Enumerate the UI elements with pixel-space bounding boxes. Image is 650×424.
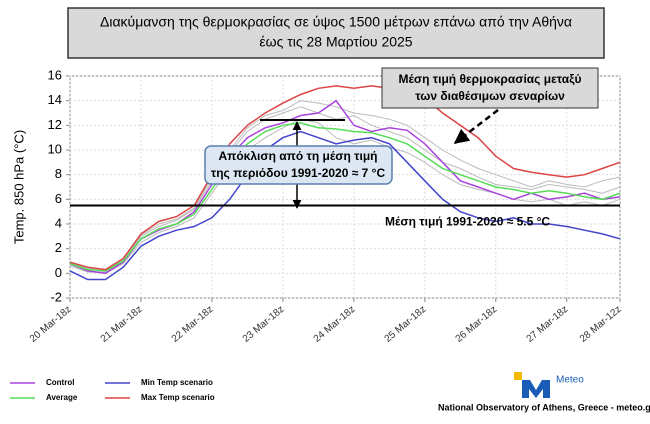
annotation-arrow — [453, 109, 499, 144]
annotation: Μέση τιμή θερμοκρασίας μεταξύ — [398, 72, 581, 86]
annotation: Απόκλιση από τη μέση τιμή — [219, 149, 378, 163]
x-tick-label: 24 Mar-18z — [312, 304, 358, 345]
series-line — [69, 85, 621, 271]
member-line — [69, 118, 621, 274]
legend-label: Control — [46, 378, 74, 387]
y-tick-label: 0 — [55, 265, 62, 280]
y-tick-label: 4 — [55, 215, 62, 230]
chart-title: έως τις 28 Μαρτίου 2025 — [259, 34, 412, 50]
plot-background — [69, 75, 621, 299]
footer: National Observatory of Athens, Greece -… — [438, 402, 650, 412]
y-tick-label: 16 — [48, 67, 62, 82]
reference-label: Μέση τιμή 1991-2020 ≈ 5.5 °C — [385, 215, 550, 229]
logo-text: Meteo — [556, 375, 584, 386]
logo-dot — [514, 372, 522, 380]
legend-label: Max Temp scenario — [141, 393, 215, 402]
title-box — [67, 7, 605, 59]
y-tick-label: 6 — [55, 191, 62, 206]
annotation-box — [381, 67, 599, 109]
member-line — [69, 106, 621, 273]
annotation-box — [204, 145, 393, 185]
plot-area: -2 0 2 4 6 8 10 12 14 16 20 Mar-18z 21 Mar-18z 22 Ma… — [28, 67, 624, 344]
x-tick-label: 22 Mar-18z — [170, 304, 216, 345]
x-tick-label: 25 Mar-18z — [383, 304, 429, 345]
x-tick-label: 28 Mar-12z — [578, 304, 624, 345]
member-line — [69, 100, 621, 271]
y-tick-label: -2 — [50, 289, 62, 304]
x-tick-label: 27 Mar-18z — [525, 304, 571, 345]
x-tick-label: 26 Mar-18z — [454, 304, 500, 345]
series-line — [69, 122, 621, 272]
chart-title: Διακύμανση της θερμοκρασίας σε ύψος 1500… — [100, 14, 572, 30]
y-tick-label: 14 — [48, 92, 62, 107]
annotation: των διαθέσιμων σεναρίων — [415, 89, 565, 103]
logo — [522, 380, 550, 398]
series-line — [69, 130, 621, 281]
legend-label: Min Temp scenario — [141, 378, 213, 387]
x-tick-label: 23 Mar-18z — [241, 304, 287, 345]
annotation: της περιόδου 1991-2020 ≈ 7 °C — [211, 166, 386, 180]
y-tick-label: 8 — [55, 166, 62, 181]
y-tick-label: 12 — [48, 117, 62, 132]
legend-label: Average — [46, 393, 78, 402]
x-tick-label: 20 Mar-18z — [28, 304, 74, 345]
y-axis-label: Temp. 850 hPa (°C) — [11, 130, 26, 244]
legend: Control Average Min Temp scenario Max Temp … — [10, 378, 215, 402]
series-line — [69, 99, 621, 275]
y-tick-label: 2 — [55, 240, 62, 255]
x-tick-label: 21 Mar-18z — [99, 304, 145, 345]
y-tick-label: 10 — [48, 141, 62, 156]
